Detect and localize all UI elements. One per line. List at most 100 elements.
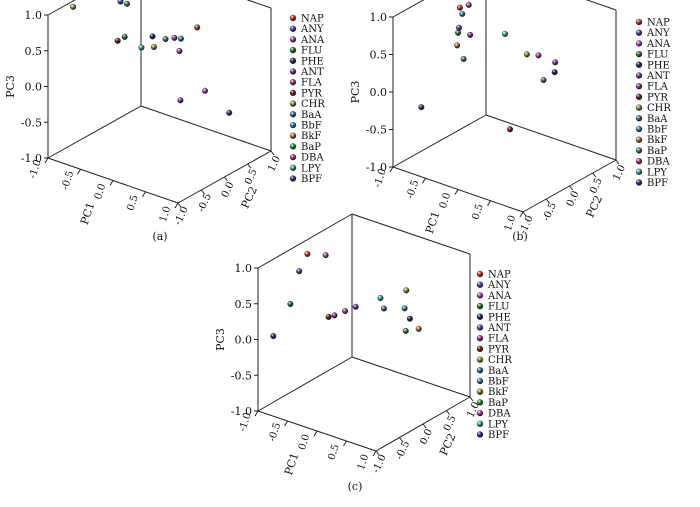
legend-marker-bpf <box>289 175 297 182</box>
x-axis-label: PC1 <box>423 210 442 236</box>
y-tick-mark <box>522 211 527 217</box>
data-point-flu <box>121 33 128 40</box>
legend-marker-ant <box>289 68 297 75</box>
y-axis-label: PC2 <box>437 431 458 457</box>
y-tick-label: -0.5 <box>196 192 214 214</box>
legend-label-bbf: BbF <box>301 121 322 132</box>
data-point-fla <box>331 312 338 319</box>
data-point-lpy <box>502 30 509 37</box>
legend-marker-baa <box>635 115 643 122</box>
x-tick-label: 0.0 <box>438 191 453 210</box>
panel-label: (a) <box>152 230 167 243</box>
axis-line <box>351 356 471 398</box>
axis-line <box>485 114 617 161</box>
data-point-pyr <box>325 313 332 320</box>
z-tick-label: 1.0 <box>370 11 388 24</box>
z-axis-label: PC3 <box>4 75 17 98</box>
legend-marker-bbf <box>476 377 484 385</box>
data-point-ant <box>552 59 559 66</box>
data-point-dba <box>342 308 349 315</box>
data-point-bpf <box>418 104 425 111</box>
data-point-nap <box>456 4 463 11</box>
legend-label-pyr: PYR <box>647 92 668 103</box>
legend-marker-bkf <box>289 132 297 139</box>
legend-marker-lpy <box>635 168 643 175</box>
y-tick-label: -0.5 <box>394 439 412 461</box>
legend-label-phe: PHE <box>301 56 324 67</box>
legend-marker-fla <box>635 83 643 90</box>
legend-marker-bkf <box>476 388 484 395</box>
legend-marker-nap <box>289 14 297 22</box>
legend-label-chr: CHR <box>647 103 671 114</box>
legend-label-chr: CHR <box>488 355 512 366</box>
x-tick-mark <box>454 189 459 195</box>
legend: NAPANYANAFLUPHEANTFLAPYRCHRBaABbFBkFBaPD… <box>476 270 512 441</box>
z-axis-label: PC3 <box>214 328 227 351</box>
data-point-ant <box>177 97 184 104</box>
data-point-chr <box>523 51 530 58</box>
data-point-ana <box>322 252 329 259</box>
legend-marker-bap <box>476 399 484 406</box>
legend-label-lpy: LPY <box>647 167 667 178</box>
x-tick-label: 1.0 <box>503 214 518 233</box>
data-point-lpy <box>377 295 384 302</box>
legend-marker-baa <box>289 111 297 118</box>
data-point-bbf <box>459 10 466 17</box>
legend-marker-flu <box>289 46 297 54</box>
x-tick-label: 0.0 <box>297 433 312 452</box>
x-tick-label: -0.5 <box>405 179 421 201</box>
y-tick-mark <box>569 185 573 191</box>
legend-label-fla: FLA <box>647 82 669 93</box>
data-point-baa <box>380 305 387 312</box>
data-point-chr <box>70 3 77 10</box>
legend-marker-flu <box>635 50 643 58</box>
y-tick-mark <box>270 150 275 156</box>
legend-label-ana: ANA <box>300 35 325 46</box>
legend-label-nap: NAP <box>301 14 324 25</box>
panel-label: (c) <box>348 480 363 493</box>
legend-label-bpf: BPF <box>647 178 668 189</box>
data-point-bpf <box>226 109 233 116</box>
y-tick-label: 1.0 <box>266 154 283 173</box>
x-tick-label: 0.5 <box>326 443 341 462</box>
y-tick-label: 0.5 <box>588 176 605 195</box>
legend-marker-fla <box>476 335 484 342</box>
z-tick-label: -0.5 <box>366 124 387 137</box>
data-point-any <box>296 268 303 275</box>
legend-marker-ant <box>635 72 643 79</box>
legend-label-baa: BaA <box>488 366 509 377</box>
z-tick-label: 0.0 <box>370 86 388 99</box>
data-point-bap <box>123 0 130 7</box>
legend-marker-any <box>635 29 643 36</box>
x-tick-mark <box>109 180 114 186</box>
legend-label-bkf: BkF <box>301 131 321 142</box>
legend-marker-phe <box>289 57 297 64</box>
legend-label-any: ANY <box>300 24 324 35</box>
data-point-ant <box>352 303 359 310</box>
data-point-dba <box>176 48 183 55</box>
legend-marker-ana <box>476 292 484 299</box>
data-point-flu <box>287 300 294 307</box>
legend-label-lpy: LPY <box>301 163 321 174</box>
data-point-bbf <box>401 305 408 312</box>
data-point-phe <box>551 69 558 76</box>
x-tick-label: 0.5 <box>470 203 485 222</box>
y-tick-label: 1.0 <box>611 163 628 182</box>
legend-label-phe: PHE <box>647 60 670 71</box>
y-tick-label: 0.0 <box>418 427 435 446</box>
x-tick-mark <box>174 202 179 209</box>
x-tick-mark <box>343 440 347 447</box>
z-tick-label: 1.0 <box>235 262 253 275</box>
legend-marker-ana <box>289 36 297 43</box>
x-axis-label: PC1 <box>78 201 97 227</box>
legend-label-pyr: PYR <box>301 88 322 99</box>
legend-label-any: ANY <box>487 280 511 291</box>
data-point-bap <box>460 55 467 62</box>
legend-marker-bpf <box>476 431 484 438</box>
axis-line <box>246 0 272 9</box>
legend-label-dba: DBA <box>647 157 670 168</box>
legend-label-bbf: BbF <box>647 125 668 136</box>
data-point-ana <box>202 87 209 94</box>
legend-label-ant: ANT <box>300 67 324 78</box>
